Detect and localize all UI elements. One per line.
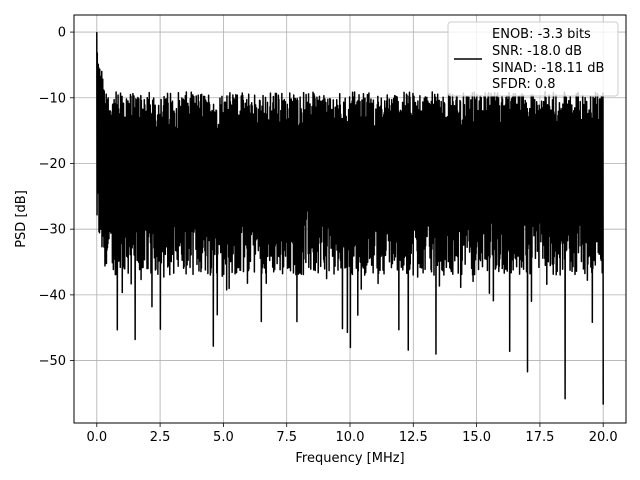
y-tick-label: −40 bbox=[39, 288, 66, 303]
legend: ENOB: -3.3 bits SNR: -18.0 dB SINAD: -18… bbox=[447, 21, 619, 97]
legend-entry-sfdr: SFDR: 0.8 bbox=[492, 77, 556, 92]
y-tick-label: −30 bbox=[39, 223, 66, 238]
legend-entry-enob: ENOB: -3.3 bits bbox=[492, 27, 591, 42]
y-axis-label: PSD [dB] bbox=[14, 190, 29, 248]
series-layer bbox=[96, 32, 604, 405]
x-tick-label: 0.0 bbox=[86, 430, 107, 445]
x-tick-label: 10.0 bbox=[336, 430, 365, 445]
legend-entry-snr: SNR: -18.0 dB bbox=[492, 44, 582, 59]
y-tick-label: 0 bbox=[58, 26, 66, 41]
legend-entry-sinad: SINAD: -18.11 dB bbox=[492, 61, 604, 76]
x-tick-label: 2.5 bbox=[150, 430, 171, 445]
y-tick-label: −50 bbox=[39, 354, 66, 369]
y-tick-label: −10 bbox=[39, 91, 66, 106]
axis-ticks: 0.0 2.5 5.0 7.5 10.0 12.5 15.0 17.5 20.0 0 −10 −20 −… bbox=[39, 26, 618, 445]
x-tick-label: 7.5 bbox=[276, 430, 297, 445]
x-tick-label: 17.5 bbox=[525, 430, 554, 445]
psd-series-line bbox=[96, 32, 604, 405]
x-axis-label: Frequency [MHz] bbox=[295, 451, 404, 466]
x-tick-label: 15.0 bbox=[462, 430, 491, 445]
legend-box bbox=[447, 21, 619, 97]
x-tick-label: 20.0 bbox=[589, 430, 618, 445]
x-tick-label: 5.0 bbox=[213, 430, 234, 445]
y-tick-label: −20 bbox=[39, 157, 66, 172]
x-tick-label: 12.5 bbox=[399, 430, 428, 445]
